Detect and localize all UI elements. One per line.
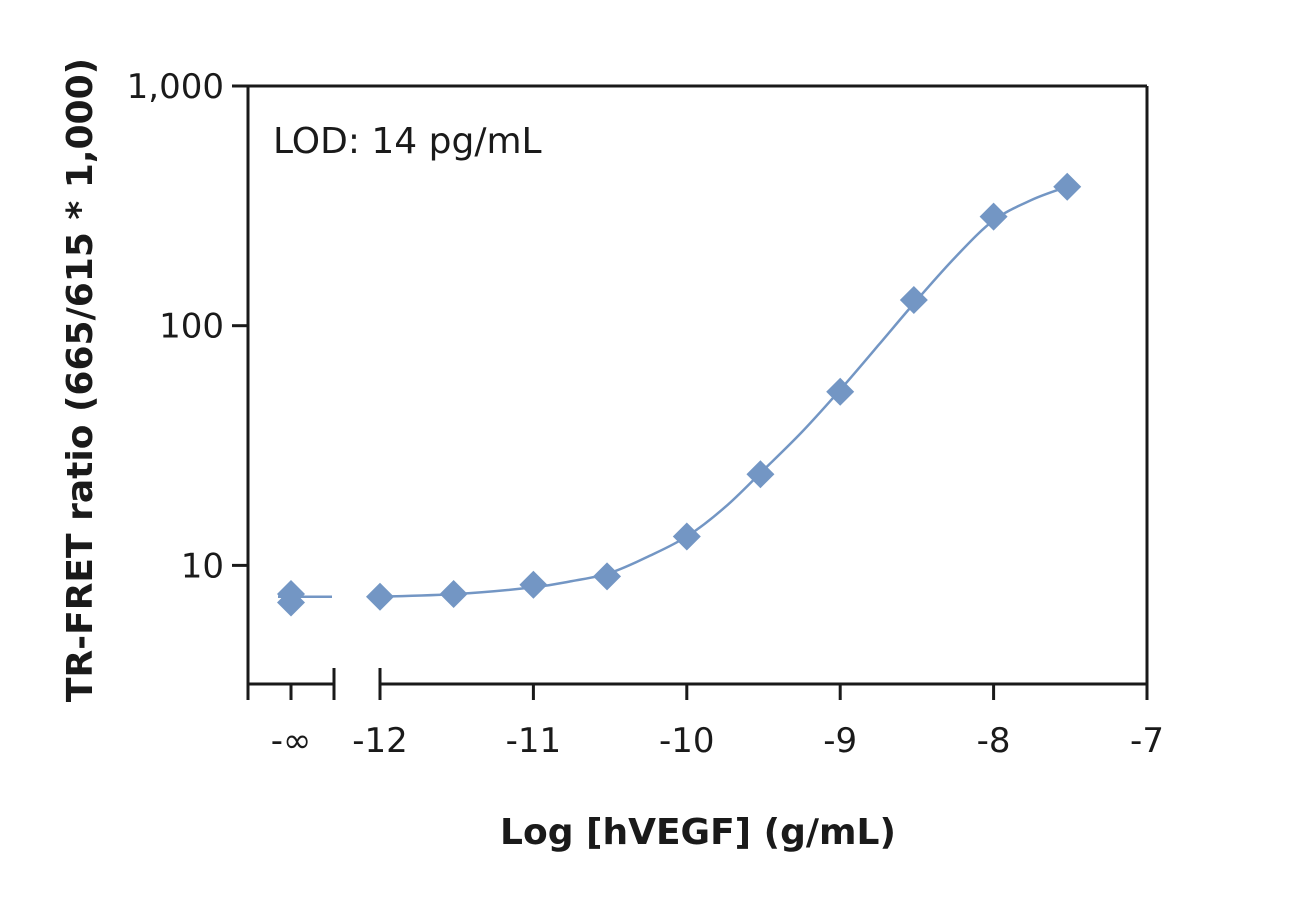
data-point: [366, 582, 394, 611]
data-point: [746, 460, 775, 489]
x-tick-label: -9: [823, 721, 857, 761]
x-tick-label: -8: [977, 721, 1011, 761]
x-tick-label: -10: [659, 721, 715, 761]
x-tick-label: -12: [352, 721, 408, 761]
data-point: [899, 285, 928, 314]
x-axis-title: Log [hVEGF] (g/mL): [500, 812, 896, 853]
data-point: [979, 202, 1008, 231]
axes: -∞ -12 -11 -10 -9 -8 -7 10 100 1,000: [127, 67, 1164, 761]
data-point: [1053, 172, 1082, 201]
data-points: [277, 172, 1082, 617]
y-tick-label: 100: [159, 307, 224, 347]
x-tick-label: -∞: [271, 721, 312, 761]
data-point: [672, 522, 701, 551]
lod-annotation: LOD: 14 pg/mL: [273, 121, 542, 162]
data-point: [519, 570, 548, 599]
x-tick-label: -7: [1130, 721, 1164, 761]
y-tick-label: 10: [181, 546, 224, 586]
zero-dose-point: [277, 588, 305, 617]
data-point: [439, 579, 468, 608]
x-tick-label: -11: [506, 721, 562, 761]
y-axis-title: TR-FRET ratio (665/615 * 1,000): [60, 58, 101, 702]
data-point: [826, 377, 855, 406]
data-point: [593, 562, 622, 591]
y-tick-label: 1,000: [127, 67, 224, 107]
